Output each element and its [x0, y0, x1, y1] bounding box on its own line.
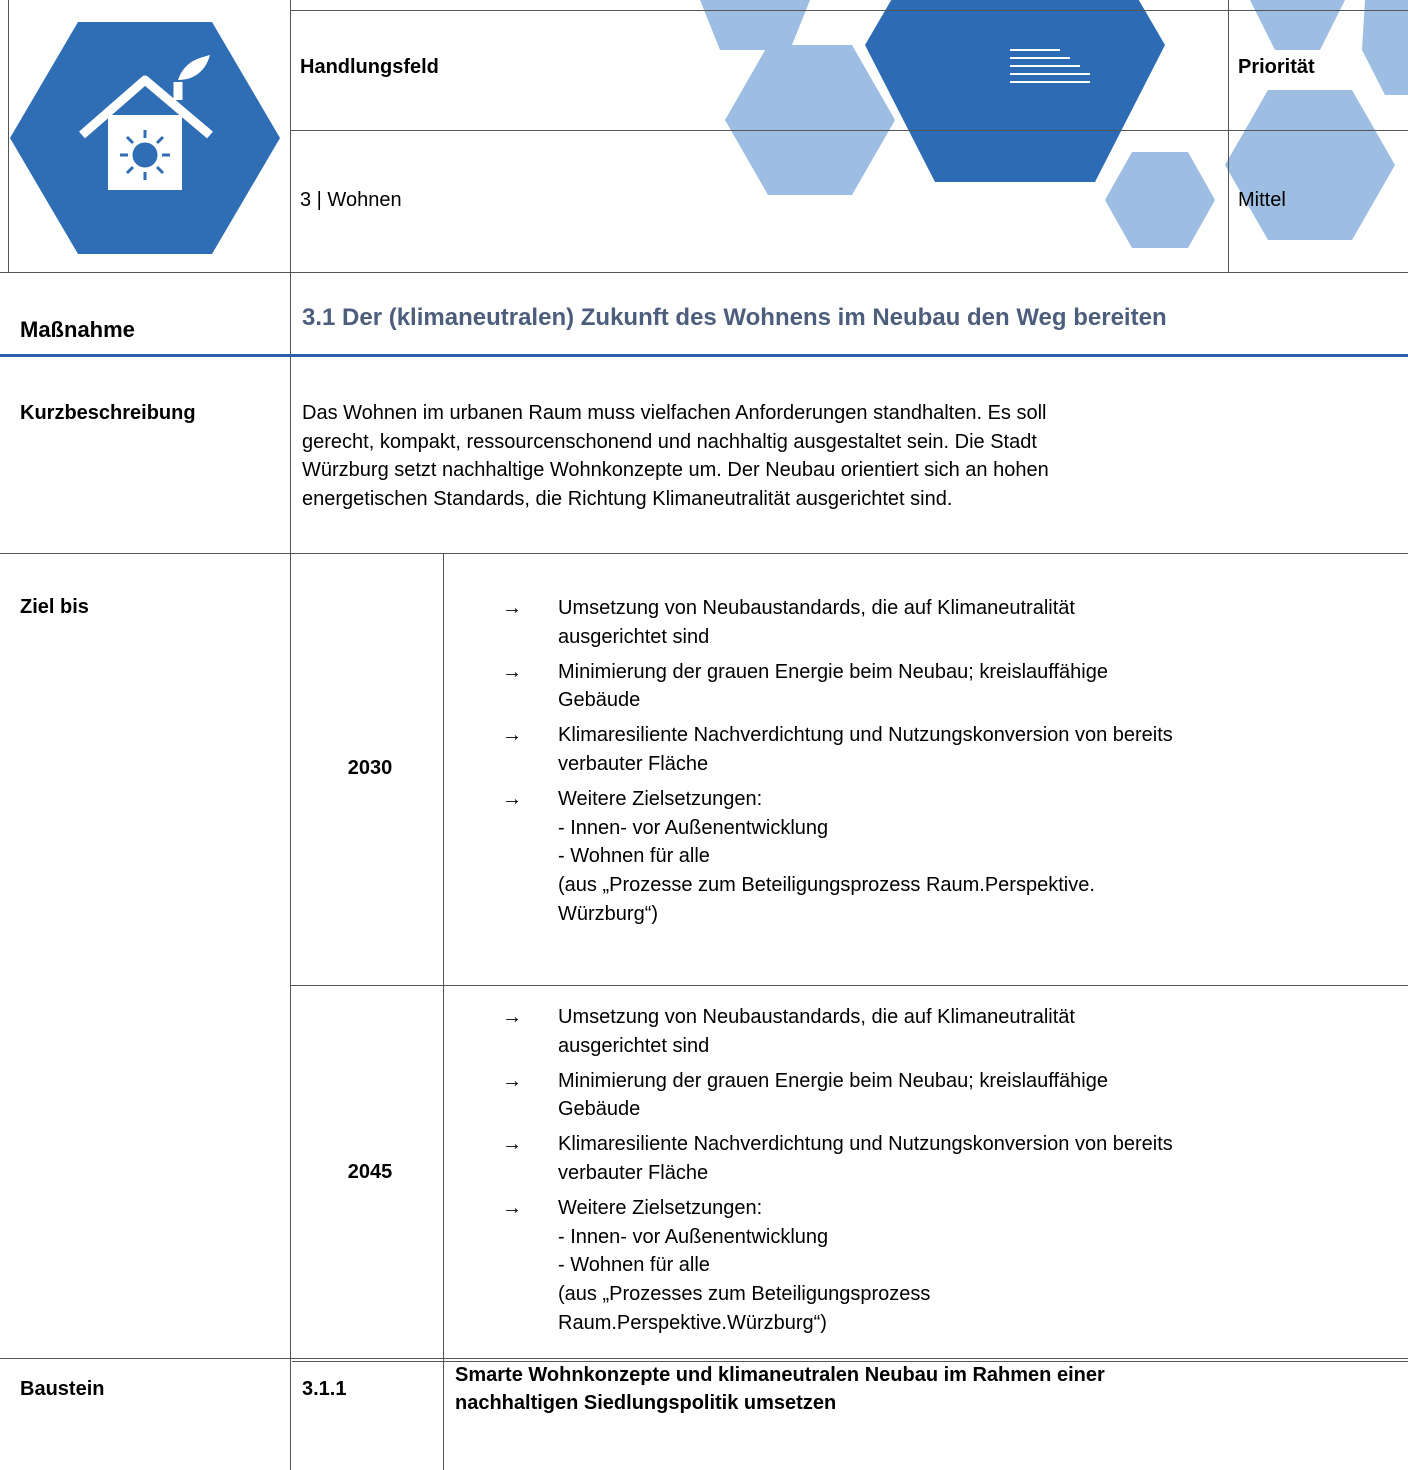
- arrow: →: [502, 597, 522, 619]
- border: [0, 553, 1408, 554]
- goal-line: Umsetzung von Neubaustandards, die auf K…: [558, 597, 1075, 619]
- component-title: nachhaltigen Siedlungspolitik umsetzen: [455, 1392, 837, 1414]
- priority-value: Mittel: [1238, 189, 1286, 211]
- goal-line: verbauter Fläche: [558, 753, 709, 775]
- measure-title: 3.1 Der (klimaneutralen) Zukunft des Woh…: [302, 304, 1167, 331]
- priority-label: Priorität: [1238, 56, 1315, 78]
- goal-year: 2030: [347, 757, 393, 779]
- goal-line: (aus „Prozesses zum Beteiligungsprozess: [558, 1283, 931, 1306]
- goal-line: Minimierung der grauen Energie beim Neub…: [558, 660, 1108, 683]
- arrow: →: [502, 1006, 522, 1028]
- border: [443, 553, 444, 1470]
- border: [290, 985, 1408, 986]
- border: [290, 130, 1408, 131]
- measure-label: Maßnahme: [20, 317, 135, 342]
- goal-year: 2045: [347, 1161, 393, 1183]
- field-label: Handlungsfeld: [300, 56, 439, 78]
- field-value: 3 | Wohnen: [300, 189, 402, 211]
- goal-line: - Wohnen für alle: [558, 1254, 710, 1277]
- arrow: →: [502, 1133, 522, 1156]
- goal-line: Umsetzung von Neubaustandards, die auf K…: [558, 1006, 1075, 1028]
- goals-label: Ziel bis: [20, 596, 89, 618]
- goal-line: Gebäude: [558, 1098, 641, 1121]
- goal-line: Weitere Zielsetzungen:: [558, 1196, 763, 1219]
- border: [292, 1361, 1408, 1362]
- goal-line: - Innen- vor Außenentwicklung: [558, 1225, 829, 1248]
- description-line: Das Wohnen im urbanen Raum muss vielfach…: [302, 402, 1047, 424]
- border: [290, 10, 1408, 11]
- goal-line: - Innen- vor Außenentwicklung: [558, 816, 829, 839]
- goal-line: Gebäude: [558, 689, 641, 712]
- component-title: Smarte Wohnkonzepte und klimaneutralen N…: [455, 1364, 1105, 1386]
- goal-line: Raum.Perspektive.Würzburg“): [558, 1312, 827, 1334]
- hexagons: [700, 0, 1408, 248]
- description-line: energetischen Standards, die Richtung Kl…: [302, 487, 953, 510]
- leaf: [178, 55, 210, 80]
- arrow: →: [502, 660, 522, 683]
- hexagon-dark: [865, 0, 1165, 182]
- goal-line: ausgerichtet sind: [558, 1034, 710, 1057]
- goal-line: Würzburg“): [558, 903, 659, 925]
- arrow: →: [502, 724, 522, 747]
- goal-line: Klimaresiliente Nachverdichtung und Nutz…: [558, 724, 1173, 747]
- sun: [120, 130, 170, 180]
- arrow: →: [502, 787, 522, 810]
- goal-line: ausgerichtet sind: [558, 625, 710, 648]
- border: [0, 1358, 1408, 1359]
- goal-line: verbauter Fläche: [558, 1162, 709, 1184]
- component-label: Baustein: [20, 1378, 105, 1400]
- border: [8, 0, 9, 272]
- goal-line: Minimierung der grauen Energie beim Neub…: [558, 1069, 1108, 1092]
- decoration: [10, 0, 1408, 254]
- border-accent: [0, 354, 1408, 357]
- goal-line: Weitere Zielsetzungen:: [558, 787, 763, 810]
- border: [0, 272, 1408, 273]
- goal-line: (aus „Prozesse zum Beteiligungsprozess R…: [558, 874, 1095, 897]
- arrow: →: [502, 1069, 522, 1092]
- goal-line: Klimaresiliente Nachverdichtung und Nutz…: [558, 1133, 1173, 1156]
- goal-line: - Wohnen für alle: [558, 845, 710, 868]
- arrow: →: [502, 1196, 522, 1219]
- description-line: Würzburg setzt nachhaltige Wohnkonzepte …: [302, 459, 1049, 482]
- border: [290, 0, 291, 1470]
- component-number: 3.1.1: [302, 1378, 347, 1400]
- description-line: gerecht, kompakt, ressourcenschonend und…: [302, 430, 1037, 453]
- hexagon-lines: [1010, 49, 1090, 83]
- description-label: Kurzbeschreibung: [20, 402, 196, 424]
- border: [1228, 0, 1229, 272]
